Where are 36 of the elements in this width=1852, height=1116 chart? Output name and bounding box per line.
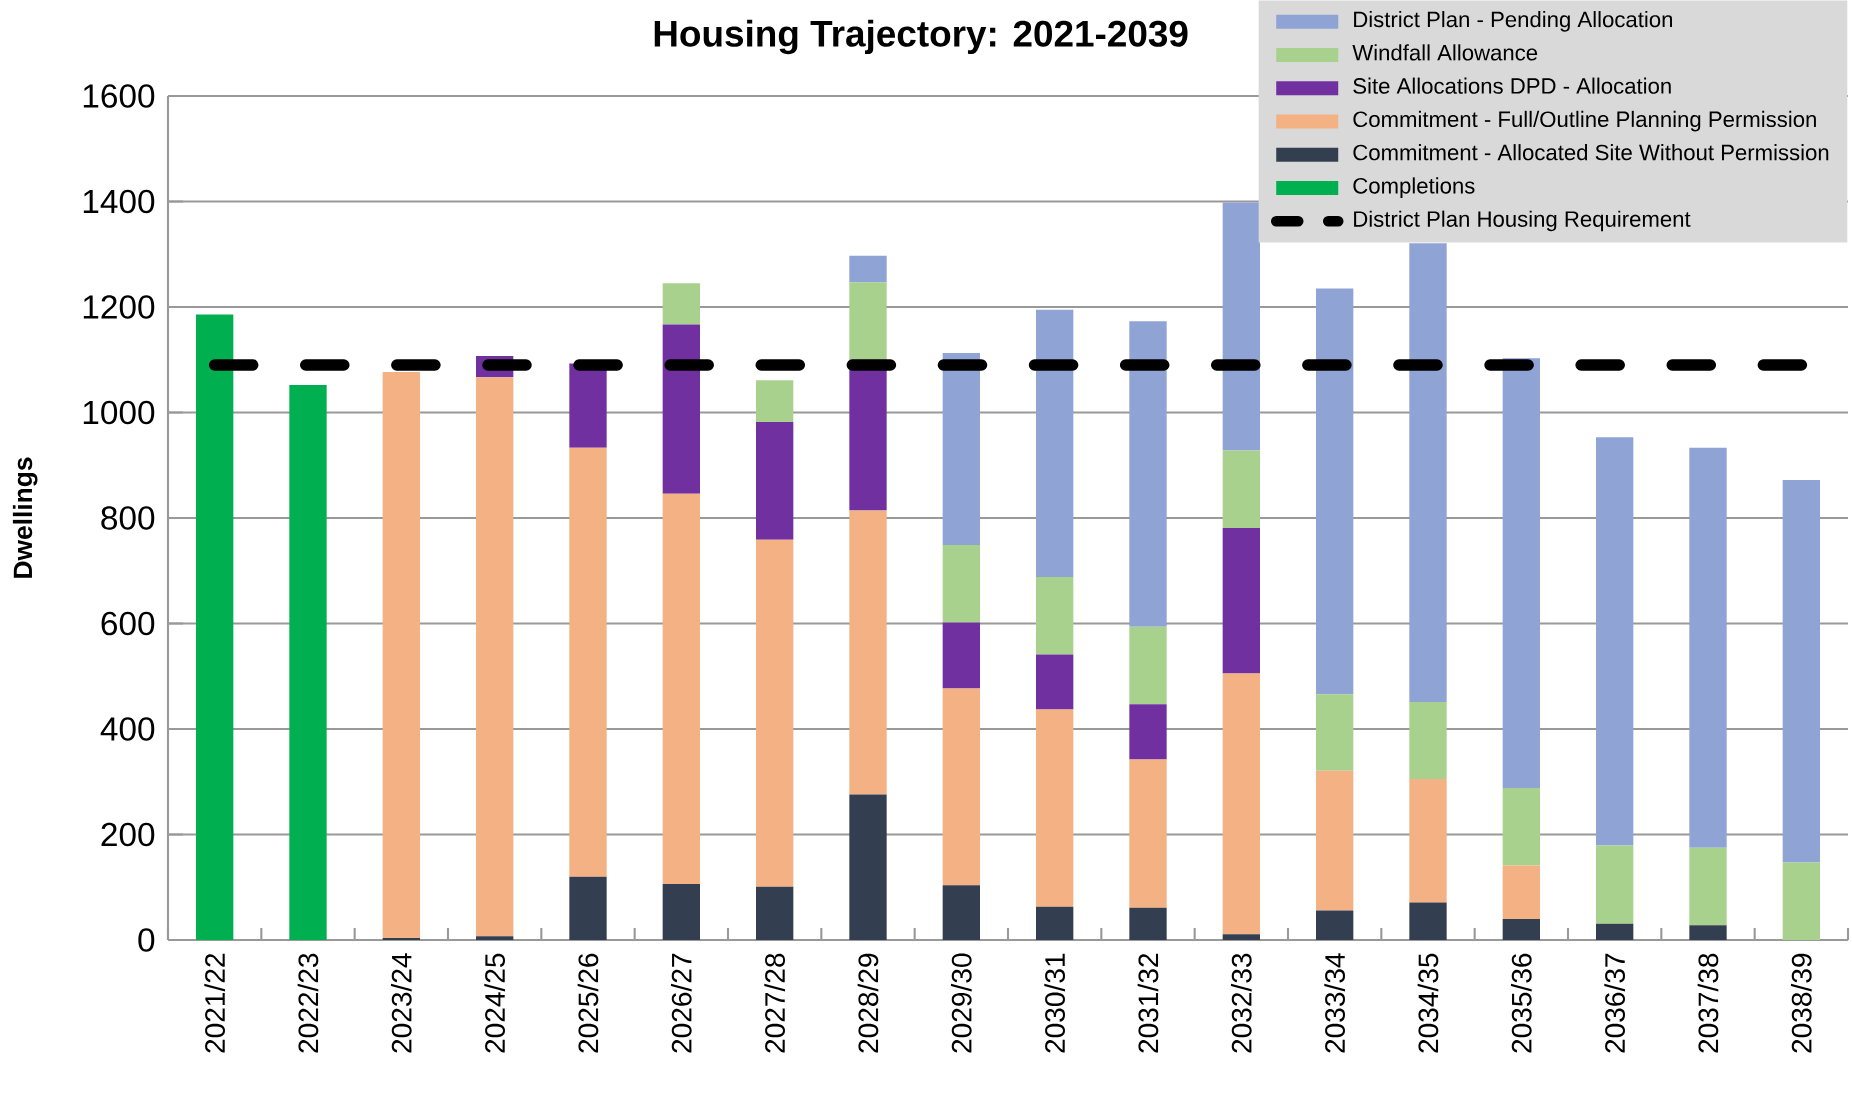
y-tick-label: 600 [101, 611, 155, 636]
y-tick-label: 1000 [83, 400, 155, 425]
x-tick-label: 2030/31 [1044, 953, 1065, 1053]
chart-title: Housing Trajectory: 2021-2039 [654, 19, 1188, 55]
x-tick-label: 2038/39 [1790, 953, 1812, 1053]
x-tick-label: 2029/30 [950, 953, 972, 1053]
x-tick-label: 2033/34 [1324, 953, 1345, 1053]
legend-label: Commitment - Full/Outline Planning Permission [1353, 110, 1816, 132]
x-tick-label: 2036/37 [1604, 953, 1625, 1053]
x-tick-label: 2024/25 [484, 953, 505, 1053]
y-tick-label: 0 [138, 928, 155, 952]
legend-label: Site Allocations DPD - Allocation [1353, 77, 1671, 94]
x-tick-label: 2025/26 [577, 953, 599, 1053]
legend-label: District Plan - Pending Allocation [1354, 11, 1672, 32]
x-tick-label: 2021/22 [204, 953, 225, 1053]
y-tick-label: 1600 [83, 84, 155, 108]
x-tick-label: 2026/27 [670, 953, 692, 1053]
x-tick-label: 2034/35 [1417, 953, 1439, 1053]
x-tick-label: 2031/32 [1137, 953, 1159, 1053]
x-tick-label: 2035/36 [1510, 953, 1532, 1053]
x-tick-label: 2022/23 [297, 953, 319, 1053]
legend-label: Commitment - Allocated Site Without Permission [1353, 144, 1829, 161]
x-tick-label: 2037/38 [1697, 953, 1719, 1053]
legend-label: Windfall Allowance [1352, 44, 1538, 61]
x-tick-label: 2023/24 [390, 953, 412, 1053]
y-tick-label: 1200 [83, 295, 155, 319]
legend-label: District Plan Housing Requirement [1354, 210, 1691, 232]
y-tick-label: 200 [101, 822, 155, 847]
x-tick-label: 2027/28 [764, 953, 785, 1053]
legend-label: Completions [1353, 177, 1475, 198]
y-tick-label: 400 [100, 717, 155, 741]
y-tick-label: 1400 [83, 189, 155, 214]
y-axis-title: Dwellings [12, 457, 38, 578]
x-tick-label: 2032/33 [1230, 953, 1252, 1053]
y-tick-label: 800 [101, 506, 155, 530]
x-tick-label: 2028/29 [857, 953, 879, 1053]
